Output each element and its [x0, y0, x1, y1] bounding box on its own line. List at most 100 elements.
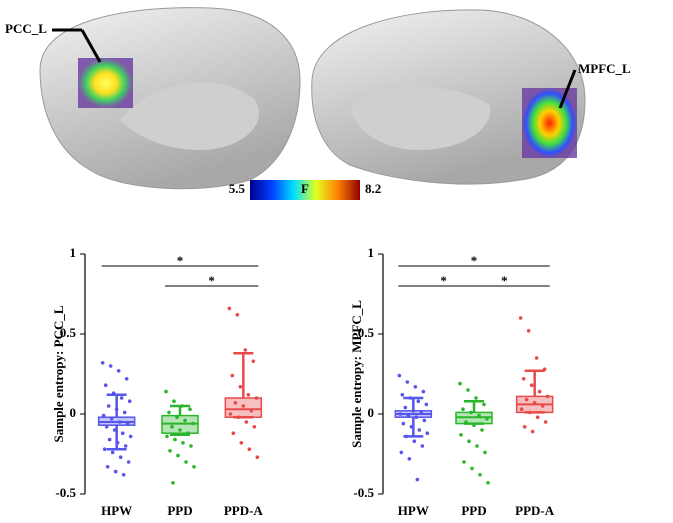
significance-label: *	[440, 273, 447, 288]
data-point	[127, 399, 132, 404]
data-point	[467, 439, 471, 444]
data-point	[231, 431, 236, 436]
y-tick-label: -0.5	[55, 485, 76, 500]
data-point	[485, 417, 489, 421]
data-point	[230, 373, 235, 378]
x-tick-label: HPW	[101, 503, 132, 518]
y-tick-label: 0	[368, 405, 375, 420]
data-point	[416, 399, 421, 404]
data-point	[417, 428, 422, 432]
data-point	[412, 439, 417, 444]
data-point	[175, 415, 179, 420]
data-point	[545, 394, 550, 399]
y-tick-label: 0.5	[60, 325, 77, 340]
data-point	[113, 469, 118, 474]
y-tick-label: 0.5	[358, 325, 375, 340]
data-point	[529, 383, 534, 388]
data-point	[116, 369, 121, 373]
data-point	[186, 431, 190, 436]
data-point	[469, 410, 473, 415]
data-point	[401, 421, 406, 426]
data-point	[171, 481, 175, 485]
data-point	[526, 329, 531, 333]
data-point	[110, 450, 115, 455]
data-point	[168, 449, 172, 453]
data-point	[235, 313, 240, 317]
data-point	[420, 444, 425, 448]
data-point	[120, 431, 125, 436]
colorbar-label: F	[301, 181, 309, 196]
region-label: PCC_L	[5, 21, 47, 36]
colorbar-max: 8.2	[365, 181, 381, 196]
data-point	[535, 415, 540, 420]
data-point	[241, 404, 246, 408]
data-point	[251, 359, 256, 364]
data-point	[107, 437, 112, 442]
data-point	[522, 425, 527, 429]
data-point	[466, 388, 470, 392]
data-point	[524, 397, 529, 402]
y-tick-label: 1	[368, 245, 375, 260]
data-point	[472, 423, 476, 428]
data-point	[478, 473, 482, 477]
pointer	[558, 69, 577, 109]
data-point	[123, 444, 128, 448]
y-axis-label: Sample entropy: PCC_L	[51, 305, 66, 442]
brain-right	[311, 9, 586, 185]
data-point	[121, 473, 126, 477]
data-point	[118, 455, 123, 460]
data-point	[518, 316, 523, 320]
colorbar-min: 5.5	[229, 181, 246, 196]
data-point	[100, 361, 105, 365]
data-point	[180, 404, 184, 408]
data-point	[521, 377, 526, 381]
data-point	[112, 428, 117, 432]
data-point	[398, 412, 403, 416]
y-tick-label: 0	[70, 405, 77, 420]
x-tick-label: PPD	[461, 503, 486, 518]
data-point	[252, 425, 257, 429]
data-point	[519, 407, 524, 412]
data-point	[474, 396, 478, 400]
data-point	[183, 418, 187, 423]
data-point	[540, 404, 545, 408]
data-point	[239, 441, 244, 445]
data-point	[115, 441, 120, 445]
data-point	[415, 477, 420, 482]
data-point	[425, 431, 430, 436]
data-point	[228, 412, 233, 416]
data-point	[407, 457, 412, 461]
data-point	[458, 381, 462, 386]
data-point	[165, 434, 169, 439]
data-point	[477, 413, 481, 418]
data-point	[101, 413, 106, 418]
data-point	[249, 409, 254, 413]
significance-label: *	[208, 273, 215, 288]
data-point	[419, 410, 424, 415]
data-point	[413, 385, 418, 389]
data-point	[247, 447, 252, 452]
data-point	[408, 396, 413, 400]
pointer	[80, 29, 102, 63]
data-point	[236, 415, 241, 420]
data-point	[462, 460, 466, 464]
x-tick-label: PPD-A	[515, 503, 555, 518]
data-point	[108, 364, 113, 368]
data-point	[422, 418, 427, 423]
data-point	[421, 389, 426, 394]
data-point	[255, 455, 260, 460]
data-point	[109, 417, 114, 421]
colorbar	[250, 180, 360, 200]
data-point	[480, 428, 484, 432]
data-point	[125, 421, 130, 426]
data-point	[482, 402, 486, 407]
significance-label: *	[471, 253, 478, 268]
y-tick-label: -0.5	[353, 485, 374, 500]
data-point	[409, 425, 414, 429]
data-point	[530, 429, 535, 434]
data-point	[172, 399, 176, 404]
data-point	[126, 460, 131, 464]
x-tick-label: PPD	[167, 503, 192, 518]
data-point	[178, 428, 182, 432]
